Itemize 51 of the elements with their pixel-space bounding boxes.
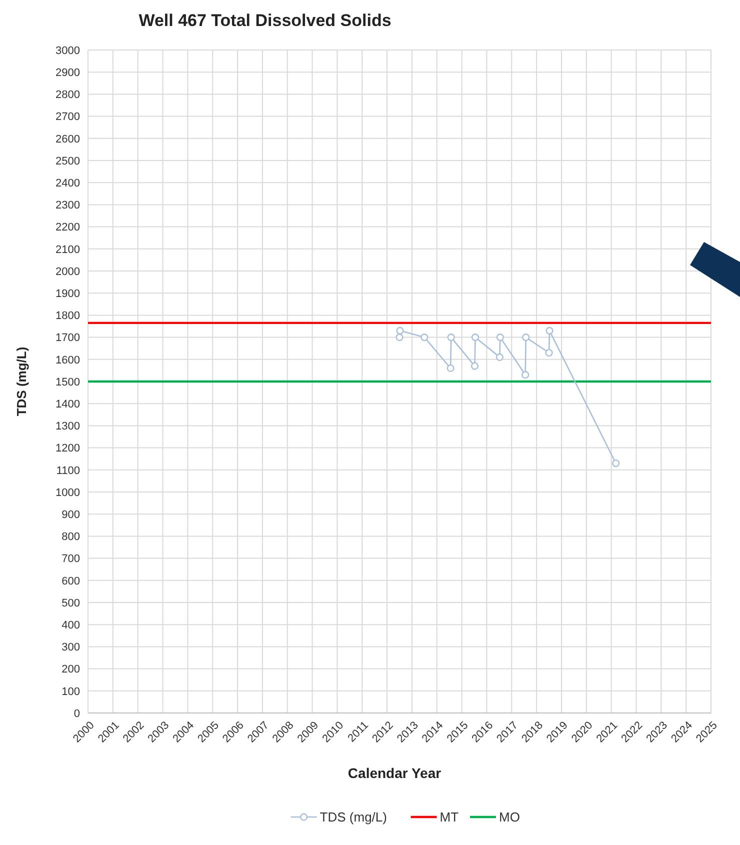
y-tick-label: 2900 (56, 66, 80, 79)
y-tick-label: 1800 (56, 310, 80, 322)
y-tick-label: 2200 (56, 222, 80, 234)
y-tick-label: 2800 (56, 89, 80, 102)
y-tick-label: 200 (62, 664, 80, 676)
y-tick-label: 1700 (56, 332, 80, 344)
y-tick-label: 2600 (56, 133, 80, 146)
legend-label: TDS (mg/L) (320, 810, 387, 825)
y-tick-label: 400 (62, 619, 80, 632)
y-tick-label: 600 (62, 575, 80, 588)
y-tick-label: 1400 (56, 398, 80, 410)
point (545, 348, 553, 357)
y-tick-label: 800 (62, 531, 80, 544)
chart-title: Well 467 Total Dissolved Solids (138, 11, 392, 30)
point (447, 334, 455, 342)
point (522, 371, 530, 379)
point (522, 334, 530, 342)
y-tick-label: 2100 (56, 244, 80, 256)
y-axis-title: TDS (mg/L) (14, 346, 29, 416)
y-tick-label: 3000 (56, 44, 80, 57)
y-tick-label: 500 (62, 597, 80, 610)
legend-label: MT (440, 810, 459, 825)
point (396, 334, 404, 342)
point (396, 326, 404, 334)
point (546, 326, 554, 334)
point (420, 334, 428, 342)
y-tick-label: 900 (62, 508, 80, 521)
x-axis-title: Calendar Year (348, 765, 442, 781)
y-tick-label: 1300 (56, 420, 80, 433)
y-tick-label: 1900 (56, 288, 80, 300)
point (470, 362, 479, 370)
y-tick-label: 2700 (56, 111, 80, 124)
y-tick-label: 300 (62, 642, 80, 654)
point (612, 459, 620, 468)
y-tick-label: 2500 (56, 155, 80, 168)
y-tick-label: 1000 (56, 486, 80, 499)
y-tick-label: 100 (62, 686, 80, 698)
y-tick-label: 1600 (56, 354, 80, 366)
point (496, 334, 504, 342)
y-tick-label: 0 (74, 708, 80, 720)
point (471, 334, 480, 342)
y-tick-label: 1500 (56, 376, 80, 388)
y-tick-label: 2300 (56, 200, 80, 212)
point (496, 353, 504, 361)
point (446, 364, 454, 372)
y-tick-label: 1100 (56, 464, 80, 477)
y-tick-label: 700 (62, 553, 80, 566)
y-tick-label: 2000 (56, 266, 80, 278)
legend-label: MO (499, 810, 520, 825)
y-tick-label: 1200 (56, 442, 80, 455)
y-tick-label: 2400 (56, 177, 80, 190)
